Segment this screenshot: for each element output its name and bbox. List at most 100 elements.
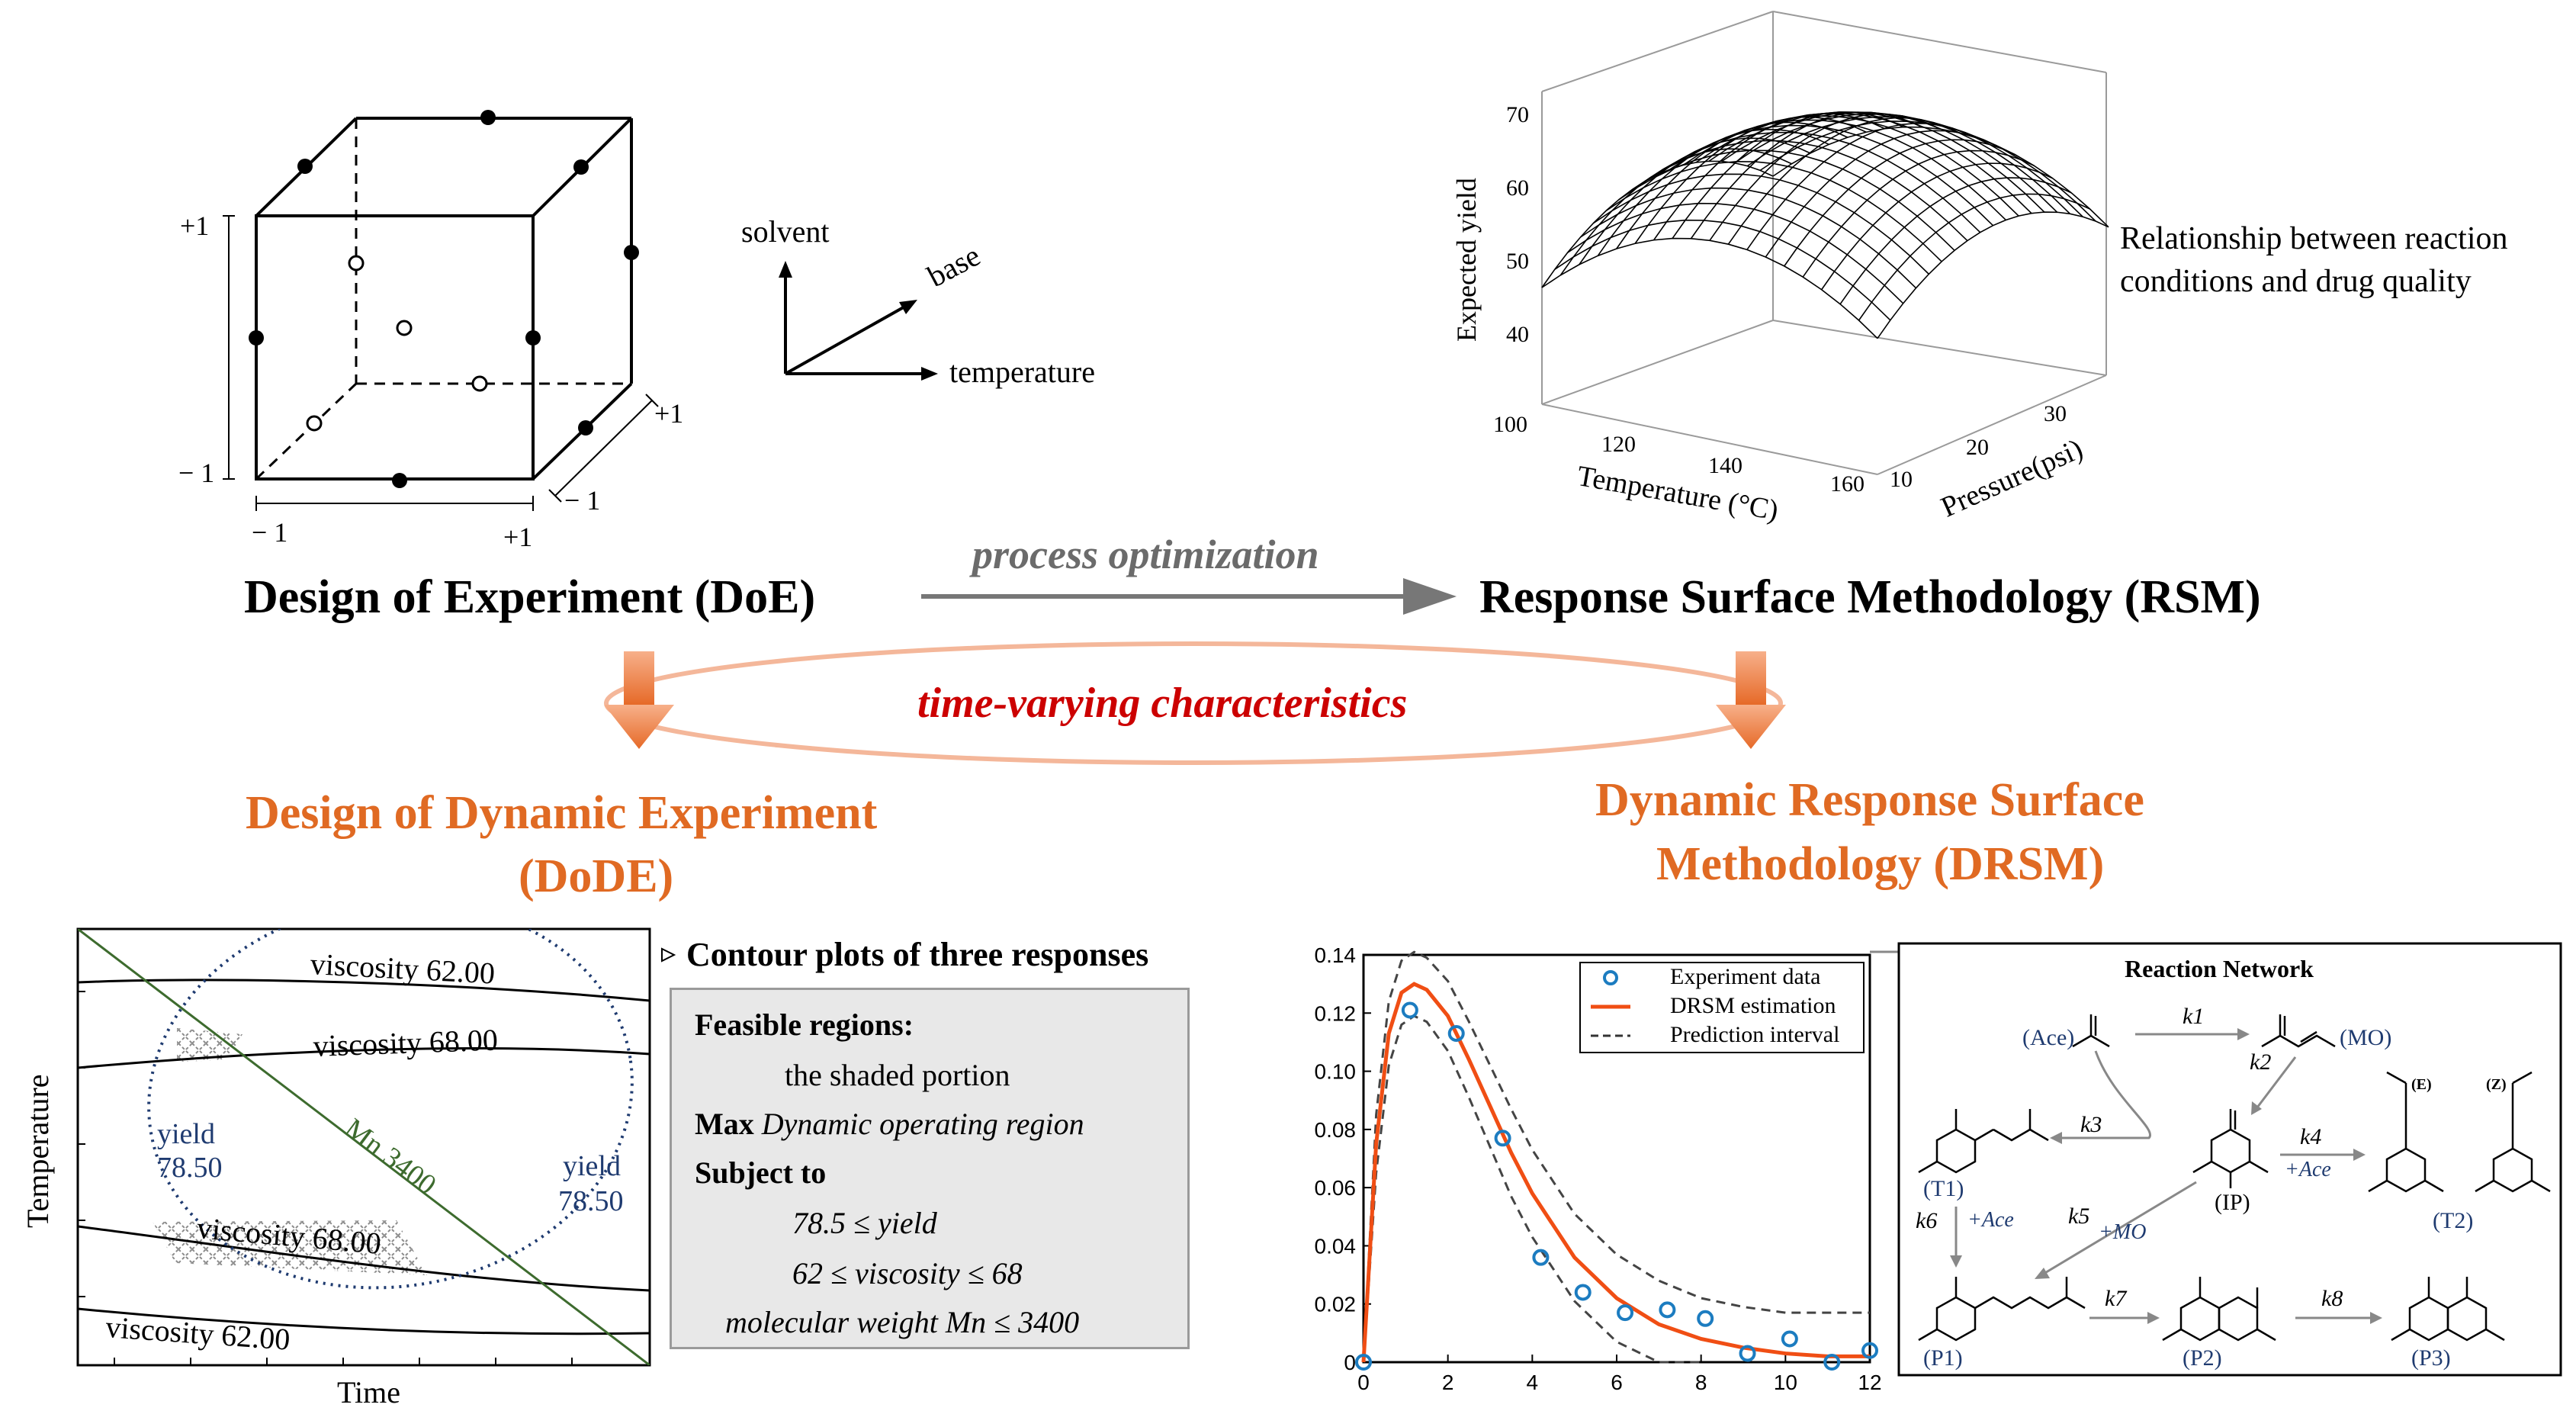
drsm-heading-line2: Methodology (DRSM) bbox=[1656, 838, 2105, 890]
reagent-ace-k4: +Ace bbox=[2285, 1158, 2331, 1181]
rate-k3: k3 bbox=[2080, 1112, 2102, 1137]
y-tick-label: 0.14 bbox=[1315, 943, 1357, 967]
time-varying-ellipse bbox=[604, 641, 1783, 765]
dode-heading-line1: Design of Dynamic Experiment bbox=[246, 787, 878, 839]
rsm-box-edge bbox=[1877, 374, 2107, 475]
rate-k8: k8 bbox=[2321, 1286, 2343, 1311]
cube-label-plus1-depth: +1 bbox=[654, 398, 684, 429]
rate-k5: k5 bbox=[2068, 1204, 2090, 1229]
process-optimization-label: process optimization bbox=[972, 532, 1319, 577]
contour-mn-3400 bbox=[78, 929, 650, 1365]
molecule-p1 bbox=[1918, 1277, 2086, 1342]
axis-label-temperature: temperature bbox=[949, 355, 1095, 389]
experiment-data-point bbox=[1659, 1301, 1676, 1319]
center-point bbox=[348, 255, 365, 272]
feasible-region-upper bbox=[177, 1028, 243, 1062]
experiment-data-point bbox=[1617, 1304, 1634, 1322]
surface-mesh-line bbox=[1877, 211, 2109, 339]
rsm-xtick: 140 bbox=[1708, 453, 1742, 478]
down-arrow-right bbox=[1716, 651, 1786, 749]
contour-viscosity-68-top bbox=[78, 1047, 650, 1069]
contour-viscosity-68-bottom bbox=[78, 1225, 650, 1292]
experiment-data-point bbox=[1823, 1354, 1841, 1371]
experiment-data-point bbox=[1494, 1130, 1511, 1147]
box-feasible: Feasible regions: bbox=[695, 1008, 914, 1042]
reagent-mo-k5: +MO bbox=[2099, 1220, 2147, 1244]
box-max-word: Max bbox=[695, 1107, 754, 1141]
species-t1: (T1) bbox=[1923, 1176, 1964, 1201]
rsm-ztick: 70 bbox=[1506, 102, 1529, 127]
surface-mesh-line bbox=[1734, 113, 2071, 214]
x-tick-label: 2 bbox=[1442, 1371, 1454, 1394]
rsm-box-edge bbox=[1772, 11, 2107, 73]
drsm-heading-line1: Dynamic Response Surface bbox=[1595, 774, 2144, 826]
rsm-xtick: 120 bbox=[1601, 432, 1636, 457]
rate-k1: k1 bbox=[2183, 1004, 2205, 1029]
surface-mesh-line bbox=[1759, 121, 2096, 222]
rsm-ztick: 50 bbox=[1506, 249, 1529, 274]
rsm-ytick: 30 bbox=[2044, 401, 2067, 426]
y-tick-label: 0 bbox=[1344, 1351, 1356, 1374]
legend-label-experiment: Experiment data bbox=[1670, 964, 1821, 989]
contour-viscosity-62-bottom bbox=[78, 1307, 650, 1335]
center-point bbox=[306, 415, 323, 432]
experiment-data-point bbox=[1355, 1354, 1372, 1371]
rsm-box-edge bbox=[1541, 403, 1878, 475]
legend-marker-experiment bbox=[1603, 970, 1618, 985]
rsm-ytick: 10 bbox=[1890, 467, 1913, 492]
isomer-z: (Z) bbox=[2486, 1076, 2507, 1093]
rsm-xtick: 100 bbox=[1493, 412, 1527, 437]
rsm-heading: Response Surface Methodology (RSM) bbox=[1479, 571, 2261, 623]
design-point bbox=[297, 159, 313, 174]
species-ip: (IP) bbox=[2215, 1190, 2250, 1215]
species-p2: (P2) bbox=[2183, 1345, 2222, 1371]
x-tick-label: 0 bbox=[1357, 1371, 1370, 1394]
rsm-box-edge bbox=[1541, 320, 1774, 405]
rate-k2: k2 bbox=[2250, 1049, 2272, 1075]
species-t2: (T2) bbox=[2433, 1208, 2474, 1233]
rsm-ztick: 40 bbox=[1506, 322, 1529, 347]
legend-label-drsm: DRSM estimation bbox=[1670, 993, 1836, 1018]
x-tick-label: 10 bbox=[1774, 1371, 1797, 1394]
chart-legend bbox=[1579, 962, 1865, 1053]
contour-label-yield: yield bbox=[563, 1150, 621, 1182]
y-tick-label: 0.12 bbox=[1315, 1001, 1357, 1025]
molecule-p2 bbox=[2162, 1277, 2276, 1342]
prediction-interval-line bbox=[1362, 950, 1870, 1363]
cube-label-minus1-depth: − 1 bbox=[564, 485, 601, 516]
legend-label-interval: Prediction interval bbox=[1670, 1022, 1840, 1047]
molecule-ace bbox=[2072, 1014, 2110, 1048]
box-shaded: the shaded portion bbox=[785, 1058, 1010, 1092]
rsm-xtick: 160 bbox=[1830, 471, 1865, 497]
experiment-data-point bbox=[1861, 1342, 1878, 1359]
y-tick-label: 0.10 bbox=[1315, 1060, 1357, 1084]
rsm-box-edge bbox=[1541, 11, 1774, 92]
box-max: Max Dynamic operating region bbox=[695, 1109, 1084, 1139]
species-p1: (P1) bbox=[1923, 1345, 1963, 1371]
dode-heading-line2: (DoDE) bbox=[519, 850, 674, 902]
molecule-p3 bbox=[2391, 1277, 2505, 1342]
cube-label-minus1: − 1 bbox=[178, 458, 215, 488]
surface-mesh-line bbox=[1772, 126, 2109, 228]
reagent-ace-k6: +Ace bbox=[1967, 1208, 2014, 1232]
cube-label-plus1-bottom: +1 bbox=[503, 522, 533, 552]
rate-k4: k4 bbox=[2300, 1124, 2322, 1149]
box-constraint-mn: molecular weight Mn ≤ 3400 bbox=[725, 1305, 1080, 1339]
rsm-caption-line2: conditions and drug quality bbox=[2120, 264, 2472, 299]
molecule-t2-z bbox=[2475, 1071, 2551, 1193]
design-point bbox=[578, 420, 593, 435]
rsm-ztick: 60 bbox=[1506, 175, 1529, 201]
experiment-data-point bbox=[1574, 1284, 1592, 1301]
surface-mesh-line bbox=[1746, 116, 2083, 217]
surface-mesh-line bbox=[1839, 177, 2072, 305]
rsm-box-edge bbox=[1772, 320, 2107, 376]
species-p3: (P3) bbox=[2411, 1345, 2451, 1371]
down-arrow-left bbox=[604, 651, 674, 749]
contour-title-marker bbox=[661, 947, 676, 963]
y-tick-label: 0.06 bbox=[1315, 1176, 1357, 1200]
rate-k7: k7 bbox=[2105, 1286, 2127, 1311]
